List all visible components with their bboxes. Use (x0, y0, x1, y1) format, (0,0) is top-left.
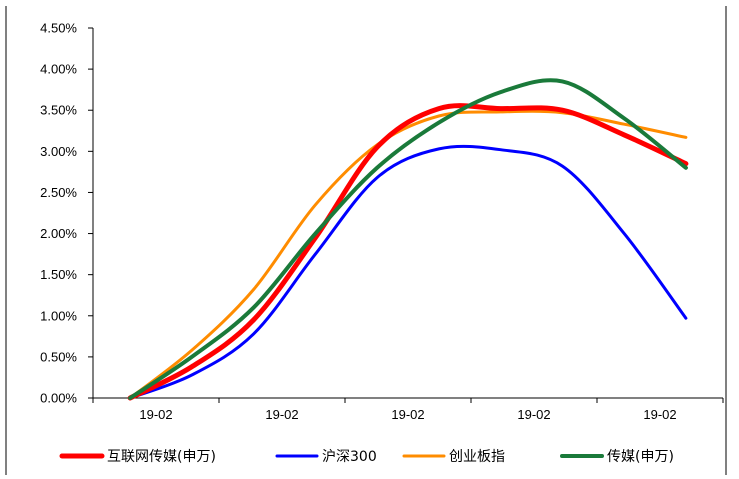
y-tick-label: 3.50% (40, 103, 77, 118)
x-tick-label: 19-02 (391, 407, 424, 422)
series-line-3 (128, 78, 688, 400)
legend-label: 沪深300 (322, 449, 377, 465)
y-tick-label: 0.00% (40, 391, 77, 406)
series-line-1 (128, 144, 688, 400)
legend-label: 创业板指 (449, 449, 505, 465)
legend: 互联网传媒(申万) 沪深300 创业板指 传媒(申万) (59, 449, 674, 465)
chart-frame (5, 6, 727, 475)
y-tick-label: 4.00% (40, 62, 77, 77)
y-tick-label: 2.50% (40, 185, 77, 200)
y-tick-label: 2.00% (40, 226, 77, 241)
y-tick-label: 0.50% (40, 349, 77, 364)
series-group (127, 78, 689, 401)
x-tick-label: 19-02 (643, 407, 676, 422)
x-tick-label: 19-02 (265, 407, 298, 422)
series-line-0 (127, 103, 689, 401)
legend-label: 传媒(申万) (607, 449, 674, 465)
y-tick-label: 1.50% (40, 267, 77, 282)
x-tick-label: 19-02 (517, 407, 550, 422)
y-tick-label: 1.00% (40, 308, 77, 323)
x-tick-label: 19-02 (139, 407, 172, 422)
legend-label: 互联网传媒(申万) (107, 449, 216, 465)
y-tick-label: 3.00% (40, 144, 77, 159)
y-tick-label: 4.50% (40, 21, 77, 36)
axes: 0.00% 0.50% 1.00% 1.50% 2.00% 2.50% 3.00% 3.50%… (40, 21, 724, 422)
